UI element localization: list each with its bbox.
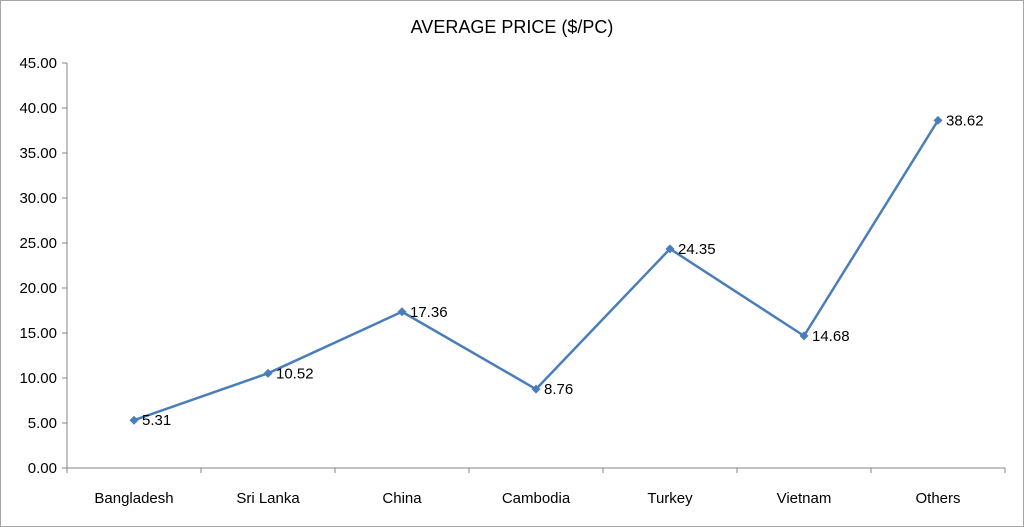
series-group [129,115,943,425]
data-point-marker [263,368,273,378]
data-label: 17.36 [410,304,448,321]
y-tick-label: 0.00 [28,460,57,477]
data-label: 8.76 [544,381,573,398]
y-tick-label: 10.00 [19,370,57,387]
data-label: 10.52 [276,365,314,382]
data-point-marker [129,415,139,425]
y-tick-label: 5.00 [28,415,57,432]
data-point-marker [799,331,809,341]
data-point-marker [397,307,407,317]
data-label: 14.68 [812,328,850,345]
data-point-marker [933,115,943,125]
x-tick-label: Bangladesh [94,490,173,507]
x-tick-label: Cambodia [502,490,571,507]
x-tick-label: Turkey [647,490,693,507]
x-axis-ticks: Bangladesh Sri Lanka China Cambodia Turkey Vi… [66,468,1006,507]
y-tick-label: 20.00 [19,280,57,297]
y-tick-label: 35.00 [19,145,57,162]
x-tick-label: Others [915,490,960,507]
y-tick-label: 40.00 [19,100,57,117]
y-axis-ticks: 0.00 5.00 10.00 15.00 20.00 25.00 30.00 35.00 40… [19,55,67,477]
chart-title: AVERAGE PRICE ($/PC) [411,17,614,37]
series-line [133,119,940,422]
data-labels: 5.31 10.52 17.36 8.76 24.35 14.68 38.62 [142,112,984,429]
x-tick-label: Vietnam [777,490,832,507]
data-label: 38.62 [946,112,984,129]
data-label: 24.35 [678,241,716,258]
y-tick-label: 45.00 [19,55,57,72]
chart-axes [66,63,1005,469]
x-tick-label: Sri Lanka [236,490,300,507]
data-point-marker [531,384,541,394]
x-tick-label: China [382,490,422,507]
y-tick-label: 15.00 [19,325,57,342]
data-label: 5.31 [142,412,171,429]
data-point-marker [665,244,675,254]
y-tick-label: 30.00 [19,190,57,207]
y-tick-label: 25.00 [19,235,57,252]
